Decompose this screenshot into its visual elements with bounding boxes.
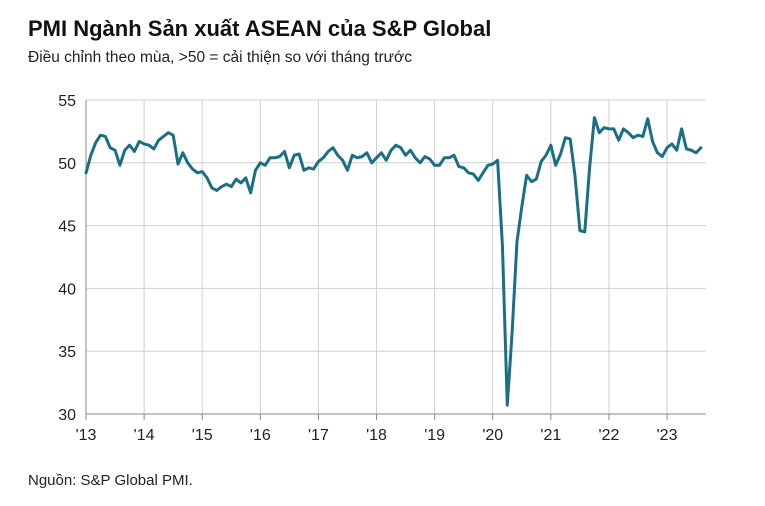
pmi-series-line bbox=[84, 116, 703, 407]
y-tick-label: 45 bbox=[58, 219, 76, 236]
x-tick-label: '18 bbox=[366, 427, 387, 444]
y-tick-label: 50 bbox=[58, 156, 76, 173]
x-tick-label: '20 bbox=[482, 427, 503, 444]
x-tick-label: '19 bbox=[424, 427, 445, 444]
source-note: Nguồn: S&P Global PMI. bbox=[28, 472, 193, 489]
y-tick-label: 40 bbox=[58, 281, 76, 298]
y-tick-label: 35 bbox=[58, 344, 76, 361]
chart-subtitle: Điều chỉnh theo mùa, >50 = cải thiện so … bbox=[28, 49, 412, 66]
axes: 30 35 40 45 50 55 '13 '14 '15 '16 '17 '18 '19 '20 '21 '… bbox=[58, 93, 706, 444]
x-tick-label: '17 bbox=[308, 427, 329, 444]
x-tick-label: '22 bbox=[599, 427, 620, 444]
series-layer bbox=[84, 116, 703, 407]
x-tick-label: '16 bbox=[250, 427, 271, 444]
x-tick-label: '14 bbox=[134, 427, 155, 444]
y-tick-label: 30 bbox=[58, 407, 76, 424]
x-tick-label: '21 bbox=[540, 427, 561, 444]
x-tick-label: '15 bbox=[192, 427, 213, 444]
chart-title: PMI Ngành Sản xuất ASEAN của S&P Global bbox=[28, 16, 492, 41]
x-tick-label: '23 bbox=[657, 427, 678, 444]
y-tick-label: 55 bbox=[58, 93, 76, 110]
gridlines bbox=[86, 99, 706, 414]
x-tick-label: '13 bbox=[76, 427, 97, 444]
